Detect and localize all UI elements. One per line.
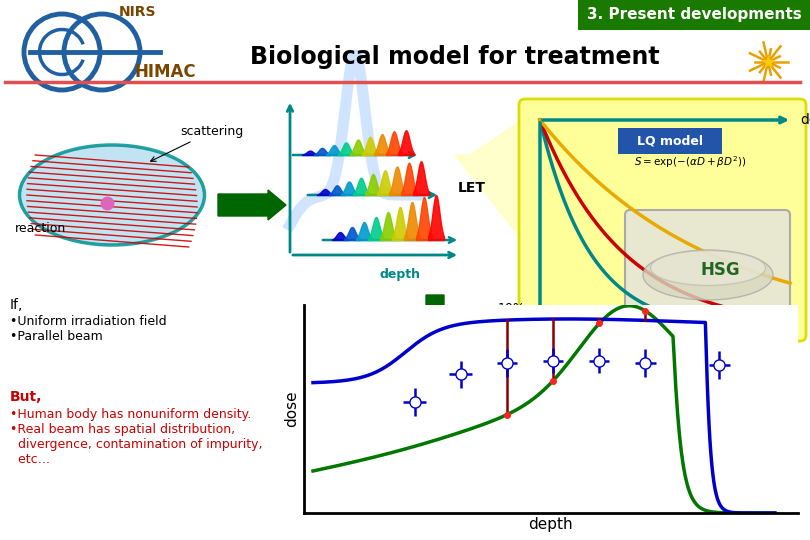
Text: Biological model for treatment: Biological model for treatment (250, 45, 660, 69)
Text: LET: LET (458, 181, 486, 195)
Text: •Real beam has spatial distribution,: •Real beam has spatial distribution, (10, 423, 235, 436)
Text: etc…: etc… (10, 453, 50, 466)
Polygon shape (455, 115, 530, 250)
Text: scattering: scattering (151, 125, 243, 161)
Text: depth: depth (380, 268, 420, 281)
Ellipse shape (650, 251, 765, 286)
Text: HSG: HSG (700, 261, 740, 279)
Text: reaction: reaction (15, 221, 66, 234)
Ellipse shape (19, 145, 204, 245)
Ellipse shape (643, 250, 773, 300)
Text: 10%: 10% (498, 302, 526, 315)
Text: •Parallel beam: •Parallel beam (10, 330, 103, 343)
FancyBboxPatch shape (519, 99, 806, 341)
Text: HIMAC: HIMAC (134, 63, 196, 81)
Bar (578, 0, 810, 30)
Text: dose: dose (800, 113, 810, 127)
Text: If,: If, (10, 298, 23, 312)
FancyArrow shape (421, 295, 449, 350)
Text: •Uniform irradiation field: •Uniform irradiation field (10, 315, 167, 328)
Text: •Human body has nonuniform density.: •Human body has nonuniform density. (10, 408, 251, 421)
X-axis label: depth: depth (528, 517, 573, 532)
FancyArrow shape (218, 190, 286, 220)
Text: survival: survival (511, 338, 565, 352)
Text: divergence, contamination of impurity,: divergence, contamination of impurity, (10, 438, 262, 451)
Text: NIRS: NIRS (119, 5, 157, 19)
FancyBboxPatch shape (625, 210, 790, 320)
Y-axis label: dose: dose (284, 391, 300, 427)
Text: 3. Present developments: 3. Present developments (586, 8, 801, 23)
FancyBboxPatch shape (618, 128, 722, 154)
Text: $S = \exp(-(\alpha D + \beta D^2))$: $S = \exp(-(\alpha D + \beta D^2))$ (634, 154, 746, 170)
Text: LQ model: LQ model (637, 134, 703, 147)
Text: But,: But, (10, 390, 42, 404)
